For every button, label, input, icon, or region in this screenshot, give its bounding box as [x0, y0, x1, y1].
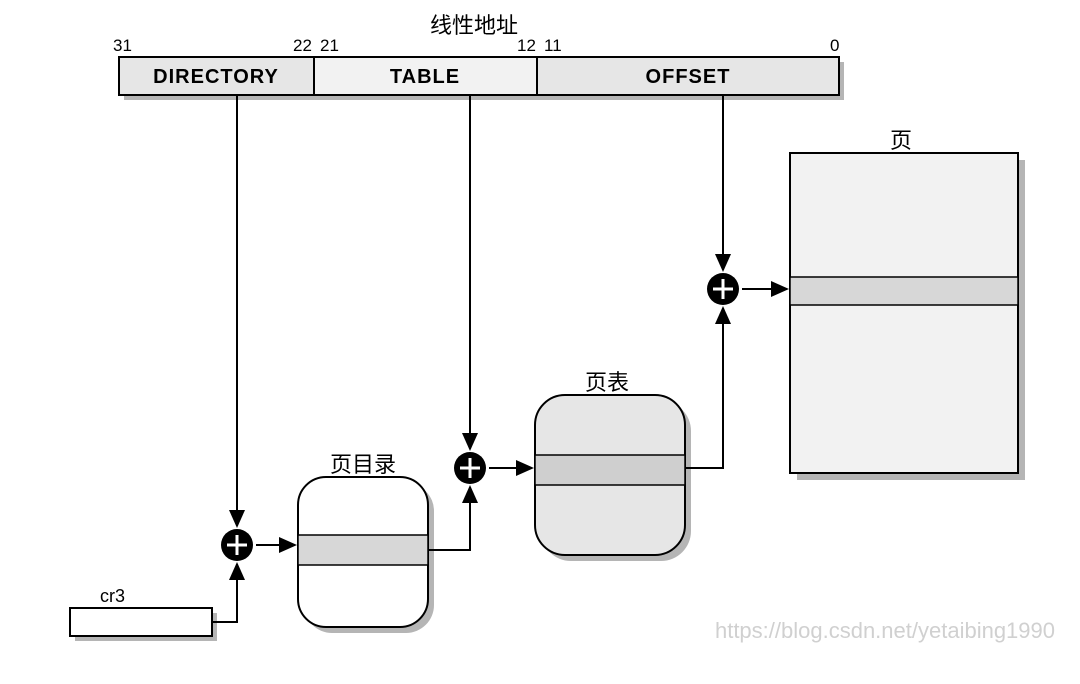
page-table-label: 页表 — [585, 365, 629, 397]
bit-31: 31 — [113, 36, 132, 56]
bit-21: 21 — [320, 36, 339, 56]
page-dir-entry — [298, 535, 428, 565]
adder-1 — [221, 529, 253, 561]
page-box — [790, 153, 1018, 473]
bit-22: 22 — [293, 36, 312, 56]
page-dir-label: 页目录 — [330, 447, 396, 479]
adder-3 — [707, 273, 739, 305]
paging-diagram: 线性地址 31 22 21 12 11 0 页目录 页表 页 cr3 DIREC… — [0, 0, 1080, 684]
bit-11: 11 — [544, 36, 562, 56]
page-label: 页 — [890, 123, 912, 155]
bit-0: 0 — [830, 36, 839, 56]
seg-table-text: TABLE — [390, 66, 460, 88]
cr3-box — [70, 608, 212, 636]
diagram-svg: DIRECTORY TABLE OFFSET — [0, 0, 1080, 684]
page-table-entry — [535, 455, 685, 485]
arrow-pd-to-add2 — [428, 487, 470, 550]
adder-2 — [454, 452, 486, 484]
seg-offset-text: OFFSET — [646, 66, 731, 88]
seg-directory-text: DIRECTORY — [153, 66, 279, 88]
cr3-label: cr3 — [100, 586, 125, 607]
page-entry — [790, 277, 1018, 305]
diagram-title: 线性地址 — [430, 8, 518, 40]
watermark: https://blog.csdn.net/yetaibing1990 — [715, 618, 1055, 644]
bit-12: 12 — [517, 36, 536, 56]
